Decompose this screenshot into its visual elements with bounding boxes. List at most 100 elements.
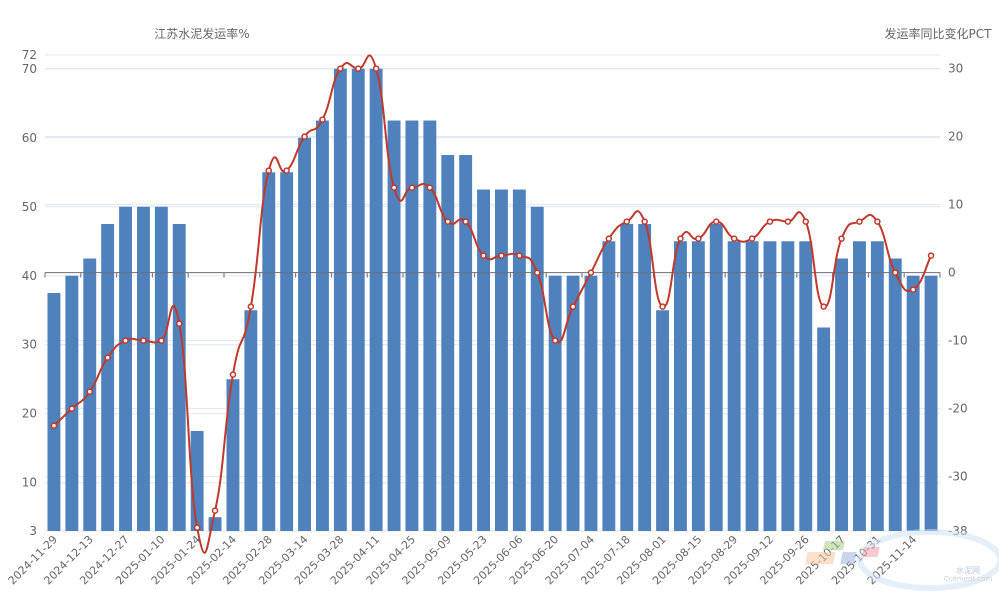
bar [423, 120, 437, 532]
right-tick-label: -20 [948, 402, 968, 416]
line-point [623, 218, 630, 225]
bar [244, 310, 258, 531]
line-point [480, 252, 487, 259]
line-point [319, 116, 326, 123]
line-point [444, 218, 451, 225]
left-tick-label: 50 [22, 200, 37, 214]
line-point [158, 337, 165, 344]
line-point [516, 252, 523, 259]
left-tick-label: 40 [22, 269, 37, 283]
line-point [211, 507, 219, 514]
bar [745, 241, 759, 531]
line-point [927, 252, 935, 259]
right-axis-title: 发运率同比变化PCT [885, 26, 993, 41]
bar [47, 293, 61, 531]
line-point [426, 184, 434, 191]
bar [333, 68, 347, 531]
yoy-line [53, 54, 932, 554]
bar [548, 275, 562, 531]
left-tick-label: 72 [22, 48, 37, 62]
bar [638, 224, 652, 531]
bar [602, 241, 616, 531]
line-point [68, 405, 76, 412]
line-point [301, 133, 308, 140]
line-point [766, 218, 774, 225]
line-point [462, 218, 469, 225]
bar [65, 275, 79, 531]
bar [512, 189, 526, 532]
bar [709, 224, 723, 531]
line-point [838, 235, 845, 242]
left-tick-label: 20 [22, 407, 37, 421]
line-point [874, 218, 881, 225]
left-axis-title: 江苏水泥发运率% [154, 26, 249, 41]
line-point [498, 252, 505, 259]
bar [870, 241, 884, 531]
line-point [820, 303, 827, 310]
line-point [695, 235, 702, 242]
line-point [229, 371, 237, 378]
bar [101, 224, 115, 531]
line-point [569, 303, 577, 310]
line-point [355, 65, 362, 72]
bar [656, 310, 669, 531]
line-point [748, 235, 756, 242]
bar [888, 258, 902, 531]
line-point [587, 269, 595, 276]
line-point [659, 303, 666, 310]
line-point [713, 218, 720, 225]
watermark-logo: 水泥网 Ccement.com [805, 529, 999, 591]
bar [226, 379, 240, 531]
bar [477, 189, 490, 532]
line-point [337, 65, 344, 72]
bar [495, 189, 508, 532]
left-tick-label: 3 [29, 524, 37, 538]
bar [799, 241, 813, 531]
bar [781, 241, 795, 531]
line-point [802, 218, 809, 225]
line-point [730, 235, 738, 242]
bar [530, 206, 544, 531]
line-point [50, 422, 58, 429]
line-point [104, 354, 111, 361]
bar [853, 241, 866, 531]
bar [280, 172, 294, 531]
bar [906, 275, 920, 531]
bar [154, 206, 168, 531]
bar [459, 155, 473, 531]
left-tick-label: 70 [22, 62, 37, 76]
bar [137, 206, 150, 531]
line-point [856, 218, 863, 225]
svg-text:水泥网: 水泥网 [956, 565, 980, 575]
line-point [641, 218, 648, 225]
right-tick-label: -30 [948, 470, 968, 484]
line-point [605, 235, 613, 242]
bar [674, 241, 687, 531]
right-tick-label: 0 [948, 266, 956, 280]
line-point [86, 388, 93, 395]
line-point [892, 269, 899, 276]
bar [351, 68, 365, 531]
right-tick-label: 30 [948, 62, 963, 76]
bar [835, 258, 848, 531]
bar [924, 275, 938, 531]
line-point [390, 184, 398, 191]
bar [584, 275, 598, 531]
line-point [140, 337, 147, 344]
bar [441, 155, 455, 531]
line-point [176, 320, 183, 327]
line-point [193, 524, 201, 531]
bar [405, 120, 419, 532]
bar [727, 241, 741, 531]
line-point [534, 269, 541, 276]
bar [620, 224, 634, 531]
bar [387, 120, 401, 532]
line-point [784, 218, 792, 225]
bar [298, 137, 311, 532]
bar [691, 241, 705, 531]
right-tick-label: 10 [948, 198, 963, 212]
line-point [372, 65, 380, 72]
line-point [677, 235, 684, 242]
line-point [265, 167, 272, 174]
